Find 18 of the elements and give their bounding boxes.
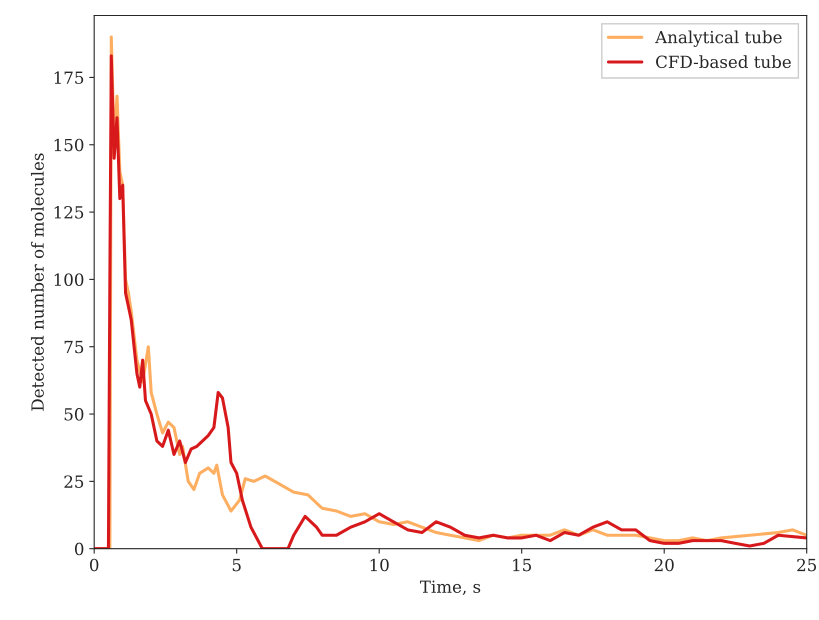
legend-label: Analytical tube <box>655 30 782 47</box>
y-tick-label: 125 <box>54 206 84 219</box>
y-tick-label: 150 <box>54 138 84 152</box>
legend-label: CFD-based tube <box>656 55 791 68</box>
x-tick-label: 15 <box>513 558 532 572</box>
x-tick-label: 0 <box>90 558 98 572</box>
y-tick-label: 0 <box>74 542 84 556</box>
x-tick-label: 10 <box>370 558 389 572</box>
y-tick-label: 25 <box>64 475 84 488</box>
x-tick-label: 5 <box>232 558 241 572</box>
y-tick-label: 50 <box>64 408 84 421</box>
y-tick-label: 175 <box>54 71 84 84</box>
x-tick-label: 20 <box>654 558 674 572</box>
y-axis-title: Detected number of molecules <box>30 153 44 411</box>
y-tick-label: 75 <box>64 340 84 354</box>
x-tick-label: 25 <box>797 558 816 572</box>
x-axis-title: Time, s <box>420 580 480 596</box>
y-tick-label: 100 <box>54 273 84 286</box>
